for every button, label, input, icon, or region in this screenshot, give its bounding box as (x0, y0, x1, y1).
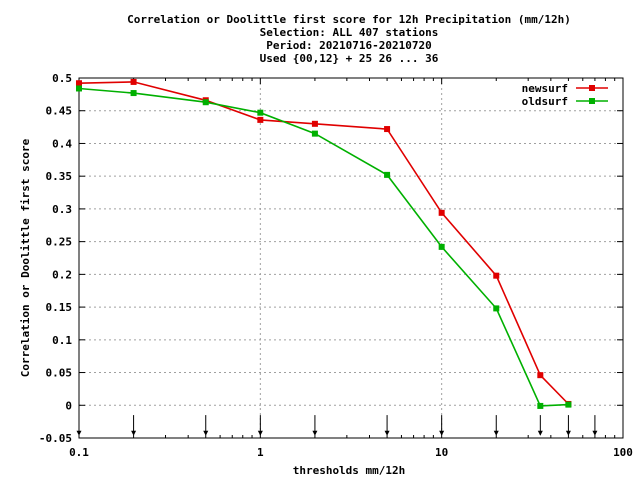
title-line-2: Selection: ALL 407 stations (260, 26, 439, 39)
series (76, 78, 572, 409)
data-point-oldsurf (493, 305, 500, 312)
data-point-newsurf (438, 209, 445, 216)
title-line-1: Correlation or Doolittle first score for… (127, 13, 571, 26)
grid (79, 78, 623, 438)
series-line-oldsurf (78, 87, 569, 407)
x-tick-label: 1 (257, 446, 264, 459)
y-tick-label: 0.05 (46, 367, 73, 380)
series-line-newsurf (78, 81, 569, 405)
series-oldsurf (76, 85, 572, 409)
y-tick-label: 0.25 (46, 236, 73, 249)
data-point-oldsurf (130, 90, 137, 97)
title-line-3: Period: 20210716-20210720 (266, 39, 432, 52)
data-point-newsurf (76, 80, 82, 87)
data-point-newsurf (130, 78, 137, 85)
legend-label-oldsurf: oldsurf (522, 95, 568, 108)
threshold-marker-head (592, 430, 598, 436)
threshold-marker (203, 415, 209, 436)
y-tick-label: 0.1 (52, 334, 72, 347)
threshold-marker-head (131, 430, 137, 436)
data-point-newsurf (311, 120, 318, 127)
axes: -0.05 0 0.05 0.1 0.15 0.2 0.25 0.3 0.35 0.4 0.45 0.… (39, 72, 633, 459)
threshold-marker (493, 415, 499, 436)
threshold-marker-head (384, 430, 390, 436)
y-tick-label: 0.4 (52, 137, 72, 150)
threshold-marker-head (493, 430, 499, 436)
threshold-marker (312, 415, 318, 436)
legend-item-newsurf: newsurf (522, 82, 608, 95)
threshold-marker (592, 415, 598, 436)
legend-label-newsurf: newsurf (522, 82, 568, 95)
data-point-newsurf (257, 116, 264, 123)
y-tick-label: 0.2 (52, 268, 72, 281)
data-point-oldsurf (384, 171, 391, 178)
legend-item-oldsurf: oldsurf (522, 95, 608, 108)
data-point-oldsurf (257, 109, 264, 116)
x-tick-label: 10 (435, 446, 448, 459)
threshold-marker-head (312, 430, 318, 436)
threshold-marker-head (203, 430, 209, 436)
data-point-newsurf (493, 272, 500, 279)
y-axis-label: Correlation or Doolittle first score (19, 138, 32, 377)
data-point-oldsurf (311, 130, 318, 137)
data-point-oldsurf (565, 401, 572, 408)
title-line-4: Used {00,12} + 25 26 ... 36 (260, 52, 439, 65)
data-point-newsurf (537, 372, 544, 379)
data-point-oldsurf (202, 99, 209, 106)
threshold-marker (384, 415, 390, 436)
threshold-marker-head (439, 430, 445, 436)
threshold-marker-head (565, 430, 571, 436)
threshold-marker (76, 415, 82, 436)
y-tick-label: 0.5 (52, 72, 72, 85)
threshold-marker-head (257, 430, 263, 436)
threshold-marker (565, 415, 571, 436)
threshold-marker (537, 415, 543, 436)
legend-swatch-point (589, 98, 595, 104)
y-tick-label: 0.35 (46, 170, 73, 183)
threshold-marker-head (76, 430, 82, 436)
data-point-oldsurf (76, 85, 82, 92)
data-point-oldsurf (438, 243, 445, 250)
chart-title: Correlation or Doolittle first score for… (127, 13, 571, 65)
data-point-oldsurf (537, 402, 544, 409)
y-tick-label: -0.05 (39, 432, 72, 445)
legend-swatch-point (589, 85, 595, 91)
y-tick-label: 0.45 (46, 105, 73, 118)
threshold-marker (131, 415, 137, 436)
plot-frame (78, 77, 624, 439)
y-tick-label: 0 (65, 399, 72, 412)
x-tick-label: 0.1 (69, 446, 89, 459)
series-newsurf (76, 78, 572, 407)
data-point-newsurf (384, 126, 391, 133)
x-tick-label: 100 (613, 446, 633, 459)
threshold-marker (257, 415, 263, 436)
y-tick-label: 0.15 (46, 301, 73, 314)
threshold-marker (439, 415, 445, 436)
threshold-markers (76, 415, 598, 436)
threshold-marker-head (537, 430, 543, 436)
y-tick-label: 0.3 (52, 203, 72, 216)
x-axis-label: thresholds mm/12h (293, 464, 406, 477)
